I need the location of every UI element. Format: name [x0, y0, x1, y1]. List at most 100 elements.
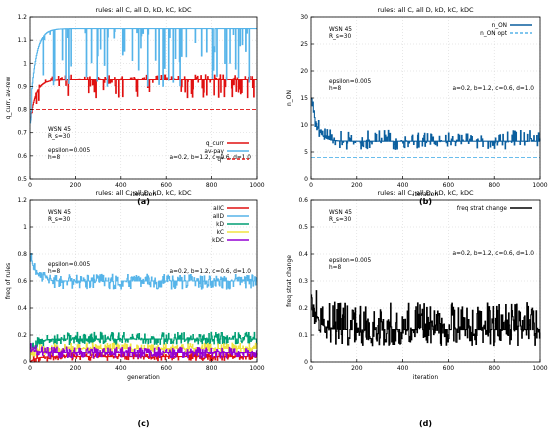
- x-tick-label: 200: [70, 365, 82, 372]
- x-tick-label: 800: [206, 365, 218, 372]
- chart-title: rules: all C, all D, kD, kC, kDC: [95, 6, 191, 14]
- y-tick-label: 0.6: [17, 278, 27, 285]
- y-tick-label: 1: [23, 60, 27, 67]
- annotation: epsilon=0.005: [329, 79, 371, 85]
- annotation: WSN 45: [329, 210, 352, 216]
- y-tick-label: 0.5: [298, 224, 308, 231]
- x-axis-label: iteration: [413, 191, 439, 198]
- annotation: WSN 45: [48, 210, 71, 216]
- y-axis-label: freq strat change: [286, 255, 293, 307]
- y-tick-label: 0: [304, 359, 308, 366]
- legend-label: q*: [217, 157, 224, 163]
- x-tick-label: 0: [309, 182, 313, 189]
- series-line-4: [30, 343, 258, 359]
- y-tick-label: 0.3: [298, 278, 308, 285]
- annotation: R_s=30: [48, 134, 70, 140]
- legend: n_ON n_ON opt: [480, 23, 532, 37]
- y-tick-label: 0.4: [17, 305, 27, 312]
- chart-title: rules: all C, all D, kD, kC, kDC: [377, 189, 473, 197]
- series-line-1: [30, 253, 257, 290]
- y-tick-label: 1.1: [17, 37, 27, 44]
- x-tick-label: 200: [351, 365, 363, 372]
- y-tick-label: 0: [23, 359, 27, 366]
- legend-label: n_ON: [492, 23, 507, 29]
- x-tick-label: 800: [488, 365, 500, 372]
- y-tick-label: 0.2: [298, 305, 308, 312]
- chart-panel-2: 0 200 400 600 800 1000 0 0.2 0.4 0.6 0.8 1 1.2 rules:…: [5, 189, 265, 428]
- legend-label: q_curr: [206, 141, 225, 147]
- series-line-1: [30, 28, 257, 124]
- x-tick-label: 400: [115, 365, 127, 372]
- chart-panel-3: 0 200 400 600 800 1000 0 0.1 0.2 0.3 0.4 0.5 0.6 rule…: [286, 189, 548, 428]
- annotation: h=8: [48, 269, 61, 275]
- x-tick-label: 1000: [532, 365, 547, 372]
- y-tick-label: 1: [23, 224, 27, 231]
- y-axis-label: freq of rules: [5, 263, 12, 299]
- x-tick-label: 1000: [249, 182, 264, 189]
- annotation: epsilon=0.005: [329, 258, 371, 264]
- legend-label: kD: [216, 222, 224, 228]
- y-tick-label: 0.6: [17, 153, 27, 160]
- x-tick-label: 0: [309, 365, 313, 372]
- legend-label: kDC: [212, 238, 224, 244]
- x-tick-label: 1000: [532, 182, 547, 189]
- x-tick-label: 600: [160, 182, 172, 189]
- chart-panel-1: 0 200 400 600 800 1000 0 5 10 15 20 25 30 rules: all …: [286, 6, 548, 206]
- y-tick-label: 0.8: [17, 251, 27, 258]
- y-axis-label: n_ON: [286, 90, 293, 106]
- x-tick-label: 0: [28, 182, 32, 189]
- annotation: h=8: [329, 86, 342, 92]
- annotation: h=8: [329, 265, 342, 271]
- legend-label: freq strat change: [457, 206, 507, 212]
- annotation: h=8: [48, 155, 61, 161]
- y-tick-label: 0.1: [298, 332, 308, 339]
- y-tick-label: 5: [304, 149, 308, 156]
- annotation: epsilon=0.005: [48, 148, 90, 154]
- annotation: R_s=30: [329, 34, 351, 40]
- chart-panel-0: 0 200 400 600 800 1000 0.5 0.6 0.7 0.8 0.9 1 1.1 1.2 r…: [5, 6, 265, 206]
- annotation: a=0.2, b=1.2, c=0.6, d=1.0: [453, 251, 535, 257]
- y-tick-label: 20: [300, 68, 308, 75]
- panel-caption: (d): [419, 419, 432, 428]
- series-line-0: [30, 74, 257, 122]
- x-tick-label: 0: [28, 365, 32, 372]
- legend: q_curr av-pay q*: [204, 141, 249, 163]
- annotation: a=0.2, b=1.2, c=0.6, d=1.0: [453, 86, 535, 92]
- y-tick-label: 1.2: [17, 14, 27, 21]
- x-tick-label: 600: [443, 365, 455, 372]
- annotation: R_s=30: [48, 217, 70, 223]
- annotation: epsilon=0.005: [48, 262, 90, 268]
- legend: freq strat change: [457, 206, 532, 212]
- x-tick-label: 800: [206, 182, 218, 189]
- annotation: a=0.2, b=1.2, c=0.6, d=1.0: [170, 269, 252, 275]
- x-tick-label: 600: [443, 182, 455, 189]
- legend: allC allD kD kC kDC: [212, 206, 249, 244]
- series-line-0: [30, 352, 258, 363]
- y-axis-label: q_curr, av-rew: [5, 77, 12, 120]
- x-tick-label: 400: [115, 182, 127, 189]
- x-axis-label: generation: [127, 374, 160, 381]
- y-tick-label: 0.4: [298, 251, 308, 258]
- legend-label: allC: [213, 206, 224, 212]
- y-tick-label: 1.2: [17, 197, 27, 204]
- x-axis-label: iteration: [413, 374, 439, 381]
- annotation: R_s=30: [329, 217, 351, 223]
- x-tick-label: 600: [160, 365, 172, 372]
- legend-label: kC: [217, 230, 224, 236]
- legend-label: allD: [213, 214, 225, 220]
- x-tick-label: 400: [397, 182, 409, 189]
- y-tick-label: 0.8: [17, 107, 27, 114]
- x-axis-label: iteration: [131, 191, 157, 198]
- series-line-2: [30, 331, 258, 356]
- x-tick-label: 800: [488, 182, 500, 189]
- annotation: WSN 45: [329, 27, 352, 33]
- legend-label: n_ON opt: [480, 31, 508, 37]
- x-tick-label: 1000: [249, 365, 264, 372]
- legend-label: av-pay: [204, 149, 224, 155]
- y-tick-label: 0.9: [17, 83, 27, 90]
- x-tick-label: 200: [70, 182, 82, 189]
- y-tick-label: 0.2: [17, 332, 27, 339]
- y-tick-label: 30: [300, 14, 308, 21]
- x-tick-label: 400: [397, 365, 409, 372]
